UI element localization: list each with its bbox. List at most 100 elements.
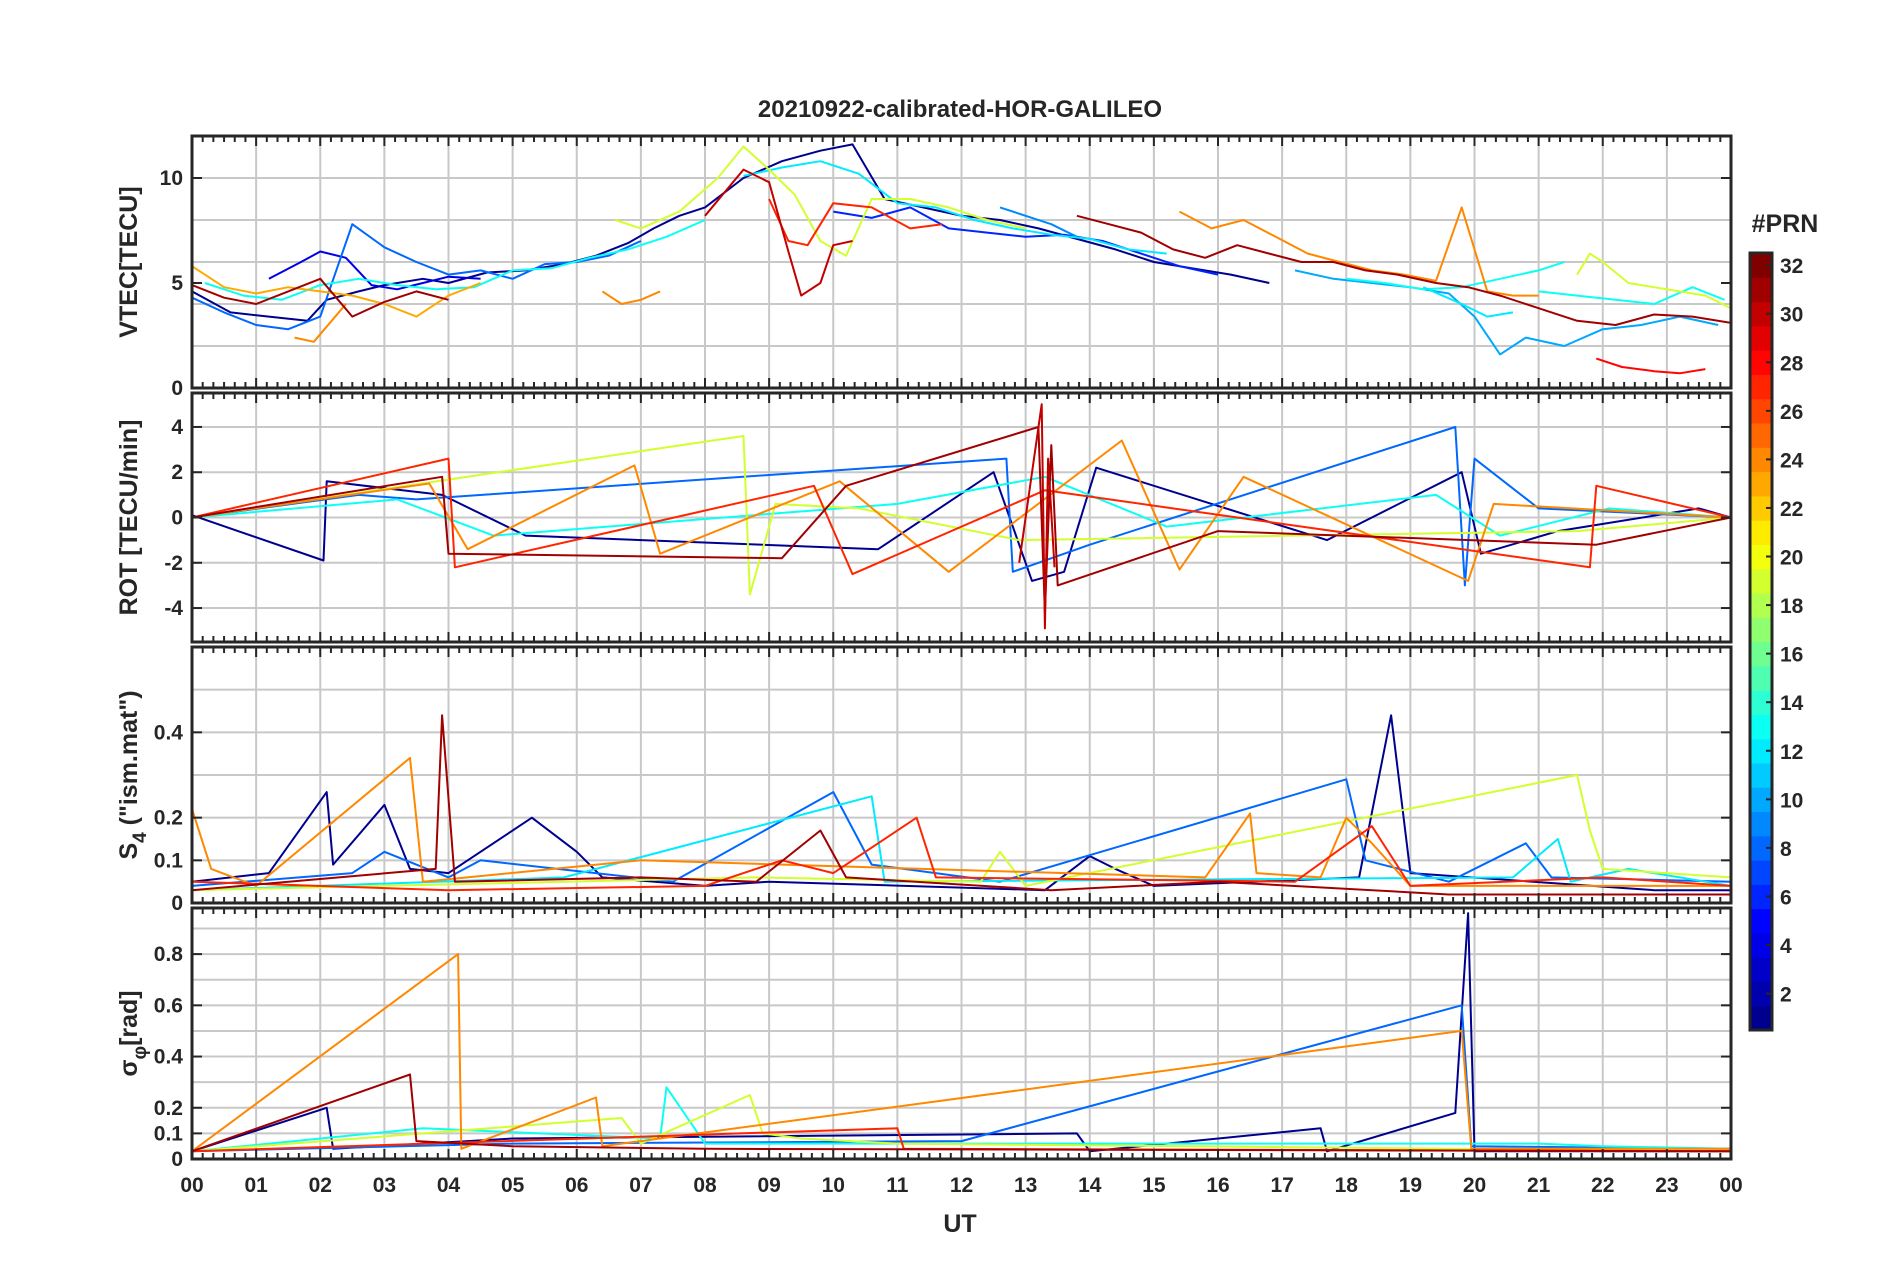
series-line-prn-9: [999, 206, 1078, 238]
series-line-prn-8: [192, 223, 642, 331]
series-line-prn-12: [192, 795, 1731, 892]
y-tick-label: 0: [171, 377, 183, 400]
series-line-prn-8: [192, 778, 1731, 887]
y-axis-label-rot: ROT [TECU/min]: [115, 420, 143, 616]
colorbar-tick-label: 12: [1780, 741, 1803, 764]
colorbar-tick-label: 20: [1780, 547, 1803, 570]
colorbar-tick-label: 26: [1780, 401, 1803, 424]
colorbar-segment: [1750, 277, 1772, 303]
y-axis-label-main: S: [115, 843, 143, 860]
series-line-prn-28: [1595, 357, 1706, 375]
colorbar-segment: [1750, 520, 1772, 545]
y-tick-label: 4: [171, 416, 183, 439]
colorbar-segment: [1750, 495, 1772, 521]
y-tick-label: 0.1: [154, 1122, 184, 1145]
x-tick-label: 22: [1591, 1174, 1614, 1197]
y-axis-label-suffix: [rad]: [115, 990, 143, 1046]
series-line-prn-19: [192, 774, 1731, 892]
y-tick-label: 0.2: [154, 1097, 183, 1120]
x-tick-label: 11: [886, 1174, 909, 1197]
x-tick-label: 03: [373, 1174, 396, 1197]
colorbar-segment: [1750, 301, 1772, 327]
series-group: [192, 714, 1731, 896]
colorbar-label: #PRN: [1752, 210, 1819, 238]
x-tick-label: 01: [244, 1174, 268, 1197]
series-group: [192, 403, 1731, 630]
y-tick-label: 10: [160, 167, 183, 190]
series-line-prn-24: [601, 290, 661, 305]
series-line-prn-30: [1018, 403, 1056, 630]
colorbar-segment: [1750, 350, 1772, 376]
y-axis-label-suffix: ("ism.mat"): [115, 690, 143, 832]
x-tick-label: 21: [1527, 1174, 1551, 1197]
x-axis-label: UT: [943, 1210, 976, 1238]
colorbar-segment: [1750, 568, 1772, 594]
colorbar-segment: [1750, 981, 1772, 1007]
x-tick-label: 15: [1142, 1174, 1166, 1197]
y-tick-label: 0: [171, 1148, 183, 1171]
y-tick-label: 0.6: [154, 994, 183, 1017]
panel-s4: 00.10.20.4S4 ("ism.mat"): [115, 645, 1733, 915]
y-tick-label: 0.4: [154, 1046, 184, 1069]
colorbar-segment: [1750, 714, 1772, 740]
colorbar-segment: [1750, 325, 1772, 351]
colorbar-segment: [1750, 1005, 1772, 1031]
series-group: [192, 912, 1731, 1153]
y-tick-label: -2: [164, 552, 183, 575]
y-tick-label: 0: [171, 892, 183, 915]
series-line-prn-31: [192, 426, 1731, 614]
colorbar-segment: [1750, 641, 1772, 667]
colorbar-segment: [1750, 762, 1772, 788]
series-line-prn-12: [743, 160, 1167, 255]
colorbar-segment: [1750, 811, 1772, 837]
y-tick-label: 0.8: [154, 943, 184, 966]
plot-frame: [190, 645, 1733, 905]
x-tick-label: 16: [1206, 1174, 1229, 1197]
colorbar-segment: [1750, 860, 1772, 885]
colorbar-tick-label: 8: [1780, 838, 1792, 861]
series-line-prn-19: [614, 145, 1026, 257]
series-line-prn-1: [192, 912, 1731, 1153]
x-tick-label: 06: [565, 1174, 588, 1197]
colorbar-tick-label: 22: [1780, 498, 1803, 521]
x-tick-label: 10: [822, 1174, 845, 1197]
colorbar-tick-label: 32: [1780, 255, 1803, 278]
series-line-prn-24: [192, 756, 1731, 887]
x-tick-label: 08: [693, 1174, 717, 1197]
colorbar-tick-label: 16: [1780, 644, 1803, 667]
series-line-prn-19: [1576, 252, 1731, 310]
colorbar-segment: [1750, 422, 1772, 448]
colorbar-segment: [1750, 908, 1772, 934]
series-line-prn-24: [192, 953, 1731, 1153]
colorbar-tick-label: 24: [1780, 449, 1804, 472]
panel-rot: -4 -2 0 2 4 ROT [TECU/min]: [115, 391, 1733, 644]
y-tick-label: 5: [171, 272, 183, 295]
colorbar-segment: [1750, 253, 1772, 278]
colorbar-segment: [1750, 835, 1772, 861]
series-line-prn-24: [192, 439, 1731, 582]
y-axis-label-main: σ: [115, 1060, 143, 1077]
y-axis-label-subscript: 4: [130, 832, 151, 843]
y-tick-label: 2: [171, 461, 183, 484]
series-line-prn-19: [192, 1094, 1731, 1153]
colorbar-segment: [1750, 884, 1772, 910]
y-tick-label: -4: [164, 597, 183, 620]
x-tick-label: 14: [1078, 1174, 1102, 1197]
series-line-prn-31: [192, 277, 449, 318]
colorbar-segment: [1750, 957, 1772, 983]
x-tick-label: 00: [1719, 1174, 1742, 1197]
series-line-prn-13: [1538, 286, 1725, 305]
series-line-prn-27: [192, 816, 1731, 892]
colorbar-segment: [1750, 592, 1772, 618]
colorbar-frame: [1748, 251, 1774, 1032]
colorbar-segment: [1750, 447, 1772, 473]
series-group: [192, 143, 1731, 375]
x-tick-label: 04: [437, 1174, 461, 1197]
y-axis-label-s4: S4 ("ism.mat"): [115, 690, 151, 859]
colorbar-segment: [1750, 398, 1772, 424]
series-line-prn-8: [192, 426, 1731, 587]
series-line-prn-31: [192, 714, 1731, 896]
